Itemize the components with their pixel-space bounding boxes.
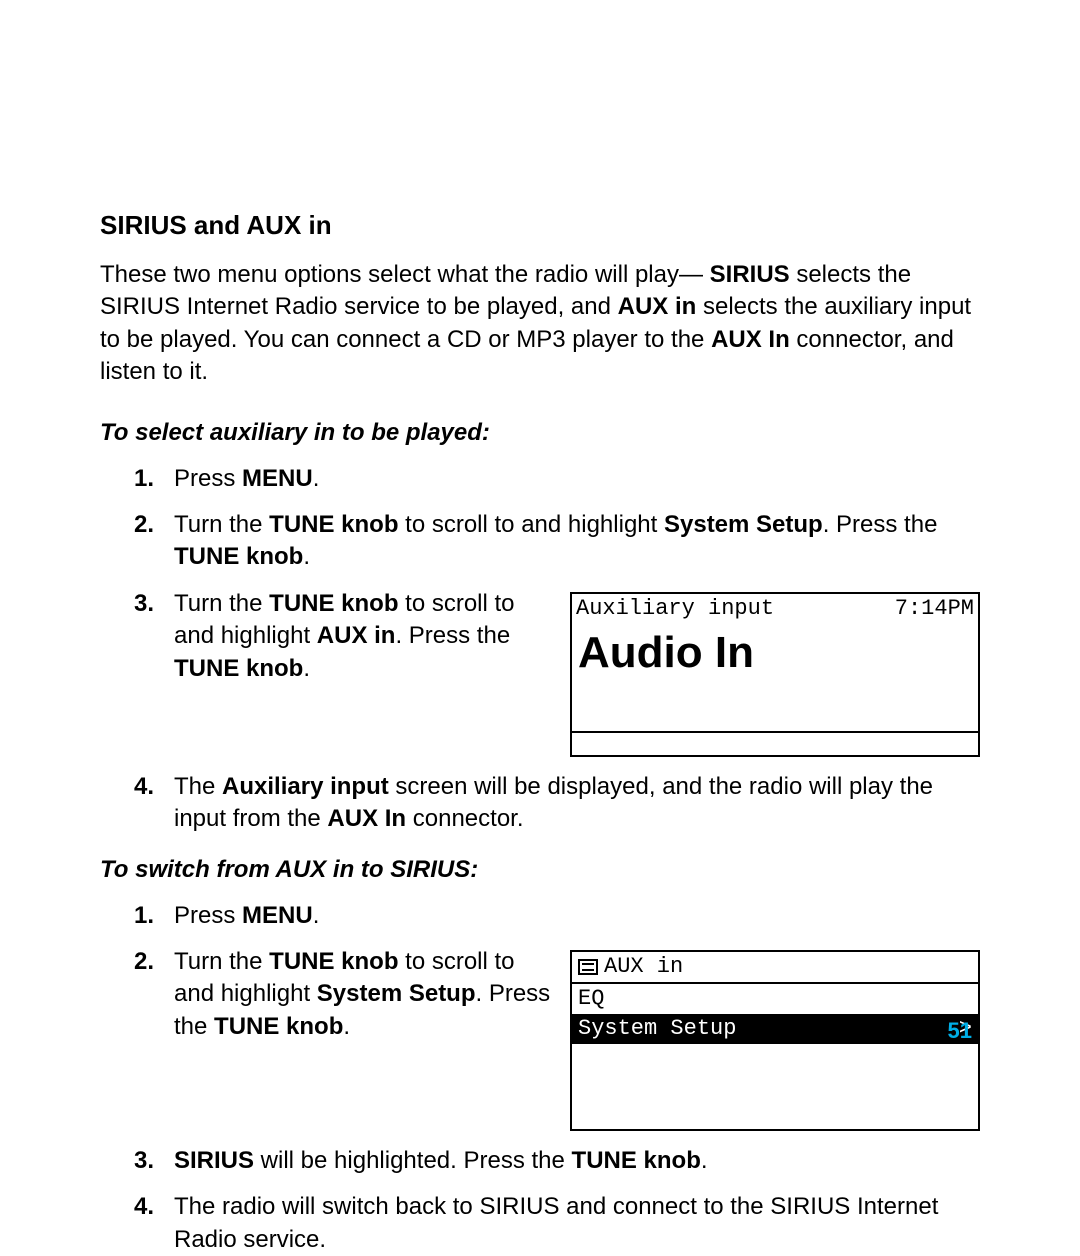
step: Press MENU. [174, 463, 980, 495]
lcd-menu-item: EQ [572, 984, 978, 1014]
intro-text: These two menu options select what the r… [100, 261, 710, 288]
lcd-screen-aux-input: Auxiliary input 7:14PM Audio In [570, 592, 980, 757]
intro-bold-auxin-caps: AUX In [711, 326, 790, 353]
lcd-screen-menu: AUX in EQ System Setup > [570, 950, 980, 1131]
list-icon [578, 959, 598, 975]
step: SIRIUS will be highlighted. Press the TU… [174, 1145, 980, 1177]
lcd-menu-title: AUX in [604, 952, 683, 982]
step: The Auxiliary input screen will be displ… [174, 771, 980, 836]
step: AUX in EQ System Setup > Turn the TUNE k… [174, 946, 980, 1131]
lcd-empty-area [572, 1044, 978, 1129]
steps-switch-sirius: Press MENU. AUX in EQ System Setup > [100, 900, 980, 1256]
lcd-menu-item-selected: System Setup > [572, 1014, 978, 1044]
intro-bold-sirius: SIRIUS [710, 261, 790, 288]
subhead-select-aux: To select auxiliary in to be played: [100, 419, 980, 447]
subhead-switch-sirius: To switch from AUX in to SIRIUS: [100, 856, 980, 884]
steps-select-aux: Press MENU. Turn the TUNE knob to scroll… [100, 463, 980, 836]
section-heading: SIRIUS and AUX in [100, 210, 980, 241]
step: Turn the TUNE knob to scroll to and high… [174, 509, 980, 574]
step: The radio will switch back to SIRIUS and… [174, 1191, 980, 1256]
lcd-menu-item-label: System Setup [578, 1014, 736, 1044]
lcd-menu-header: AUX in [572, 952, 978, 984]
lcd-big-text: Audio In [572, 623, 978, 730]
page-number: 51 [948, 1018, 972, 1044]
step: Auxiliary input 7:14PM Audio In Turn the… [174, 588, 980, 757]
lcd-time: 7:14PM [895, 594, 974, 624]
step: Press MENU. [174, 900, 980, 932]
lcd-bottom-bar [572, 731, 978, 755]
intro-bold-auxin: AUX in [618, 293, 697, 320]
intro-paragraph: These two menu options select what the r… [100, 259, 980, 389]
lcd-title: Auxiliary input [576, 594, 774, 624]
